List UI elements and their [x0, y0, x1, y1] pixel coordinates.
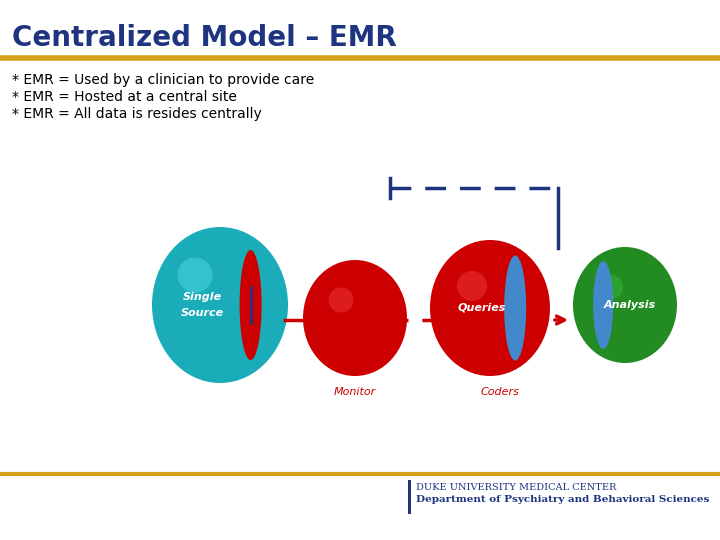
- Ellipse shape: [303, 260, 407, 376]
- Text: * EMR = Hosted at a central site: * EMR = Hosted at a central site: [12, 90, 237, 104]
- Ellipse shape: [593, 261, 613, 349]
- Ellipse shape: [328, 287, 354, 313]
- Text: Department of Psychiatry and Behavioral Sciences: Department of Psychiatry and Behavioral …: [416, 496, 709, 504]
- Ellipse shape: [457, 271, 487, 301]
- Text: Queries: Queries: [458, 303, 506, 313]
- Ellipse shape: [240, 250, 261, 360]
- Text: Analysis: Analysis: [604, 300, 656, 310]
- Text: Centralized Model – EMR: Centralized Model – EMR: [12, 24, 397, 52]
- Ellipse shape: [152, 227, 288, 383]
- Ellipse shape: [178, 258, 212, 293]
- FancyBboxPatch shape: [408, 480, 411, 514]
- Text: Single: Single: [182, 292, 222, 302]
- Text: Coders: Coders: [480, 387, 519, 397]
- Ellipse shape: [573, 247, 677, 363]
- Text: DUKE UNIVERSITY MEDICAL CENTER: DUKE UNIVERSITY MEDICAL CENTER: [416, 483, 616, 492]
- Text: * EMR = Used by a clinician to provide care: * EMR = Used by a clinician to provide c…: [12, 73, 314, 87]
- Text: Source: Source: [181, 308, 224, 318]
- Ellipse shape: [504, 255, 526, 361]
- Text: Monitor: Monitor: [334, 387, 376, 397]
- Ellipse shape: [599, 275, 623, 299]
- Text: * EMR = All data is resides centrally: * EMR = All data is resides centrally: [12, 107, 262, 121]
- Ellipse shape: [430, 240, 550, 376]
